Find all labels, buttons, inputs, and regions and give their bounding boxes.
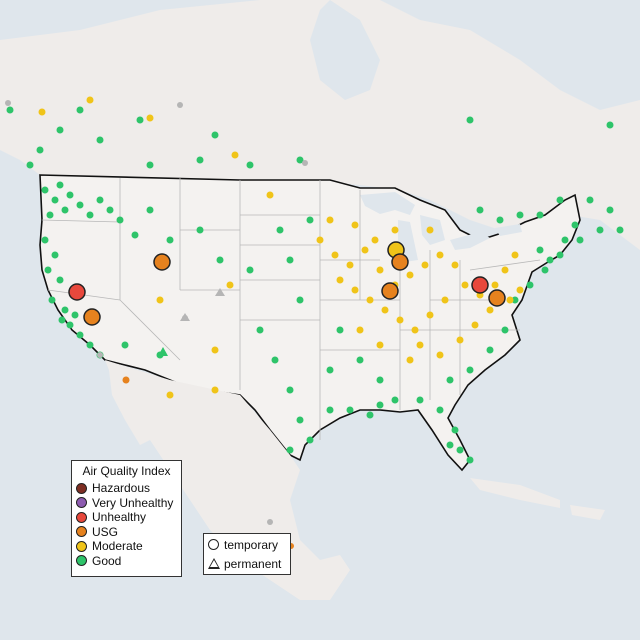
unhealthy-monitor (471, 276, 489, 294)
legend-title: Air Quality Index (82, 464, 171, 478)
temporary-monitors-large[interactable] (68, 241, 506, 326)
state-lines (41, 178, 541, 440)
very-unhealthy-swatch (76, 497, 87, 509)
legend-label: permanent (224, 556, 282, 571)
unhealthy-swatch (76, 511, 87, 523)
legend-label: Hazardous (92, 481, 151, 496)
usg-swatch (76, 526, 87, 538)
usg-monitor (381, 282, 399, 300)
hispaniola-landmass (570, 505, 605, 520)
legend-label: Good (92, 553, 122, 568)
cuba-landmass (470, 478, 560, 508)
legend-label: temporary (224, 537, 279, 552)
moderate-monitors[interactable] (38, 96, 524, 399)
unhealthy-monitor (68, 283, 86, 301)
triangle-outline-icon (208, 558, 220, 569)
legend-item-unhealthy: Unhealthy (72, 510, 181, 525)
aqi-legend: Air Quality Index Hazardous Very Unhealt… (71, 460, 182, 577)
moderate-swatch (76, 540, 87, 552)
baja-landmass (108, 362, 150, 445)
permanent-monitors[interactable] (158, 288, 225, 356)
legend-item-moderate: Moderate (72, 539, 181, 554)
hudson-bay (310, 0, 380, 100)
hazardous-swatch (76, 482, 87, 494)
legend-label: USG (92, 524, 119, 539)
monitor-type-legend: temporary permanent (203, 533, 291, 575)
legend-label: Unhealthy (92, 510, 147, 525)
legend-item-very-unhealthy: Very Unhealthy (72, 496, 181, 511)
legend-label: Very Unhealthy (92, 495, 174, 510)
usg-monitor (83, 308, 101, 326)
circle-outline-icon (208, 539, 219, 550)
good-swatch (76, 555, 87, 567)
legend-item-hazardous: Hazardous (72, 481, 181, 496)
canada-landmass (0, 0, 640, 250)
usg-monitor (153, 253, 171, 271)
legend-item-temporary: temporary (204, 536, 290, 553)
legend-label: Moderate (92, 539, 143, 554)
legend-item-usg: USG (72, 525, 181, 540)
good-monitors[interactable] (6, 106, 624, 464)
legend-item-good: Good (72, 554, 181, 569)
legend-item-permanent: permanent (204, 555, 290, 572)
usg-monitor (391, 253, 409, 271)
usg-monitor (488, 289, 506, 307)
